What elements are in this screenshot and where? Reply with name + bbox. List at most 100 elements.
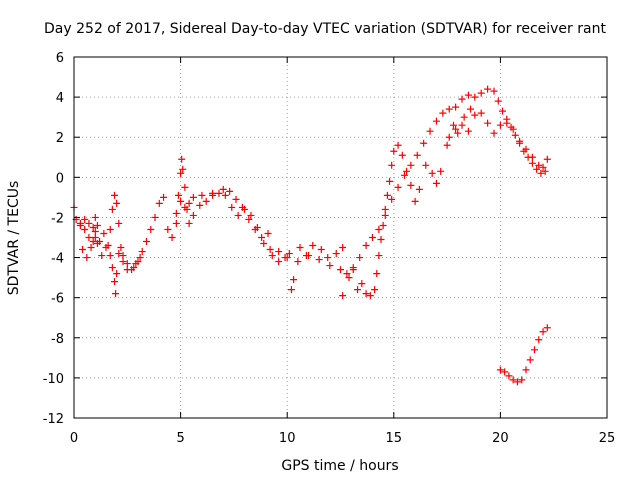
data-point — [275, 258, 283, 266]
data-point — [533, 165, 541, 173]
data-point — [268, 252, 276, 260]
data-point — [543, 155, 551, 163]
data-point — [426, 127, 434, 135]
data-point — [494, 97, 502, 105]
data-point — [373, 270, 381, 278]
data-point — [528, 153, 536, 161]
data-point — [115, 250, 123, 258]
data-point — [398, 151, 406, 159]
data-point — [437, 167, 445, 175]
data-point — [136, 254, 144, 262]
data-point — [490, 129, 498, 137]
data-point — [394, 141, 402, 149]
data-point — [366, 292, 374, 300]
data-point — [464, 91, 472, 99]
data-point — [164, 225, 172, 233]
data-point — [155, 199, 163, 207]
data-point — [138, 248, 146, 256]
data-point — [219, 185, 227, 193]
data-point — [490, 87, 498, 95]
data-point — [324, 254, 332, 262]
data-point — [354, 286, 362, 294]
data-point — [294, 258, 302, 266]
data-point — [81, 225, 89, 233]
x-axis-label: GPS time / hours — [281, 458, 398, 474]
data-point — [258, 234, 266, 241]
data-point — [362, 290, 370, 298]
data-point — [160, 193, 168, 201]
data-point — [85, 234, 93, 241]
data-point — [528, 159, 536, 167]
data-point — [513, 378, 521, 386]
data-point — [178, 155, 186, 163]
data-point — [108, 205, 116, 213]
data-point — [287, 286, 295, 294]
data-point — [388, 195, 396, 203]
data-point — [432, 117, 440, 125]
data-point — [518, 376, 526, 384]
data-point — [375, 252, 383, 260]
data-point — [275, 248, 283, 256]
data-point — [383, 191, 391, 199]
x-tick-label: 0 — [70, 431, 78, 446]
data-point — [215, 189, 223, 197]
data-point — [449, 121, 457, 129]
data-point — [381, 211, 389, 219]
y-tick-label: 2 — [56, 131, 64, 146]
data-point — [484, 85, 492, 93]
data-point — [296, 244, 304, 252]
data-point — [147, 225, 155, 233]
data-point — [345, 274, 353, 282]
data-point — [477, 109, 485, 117]
data-point — [132, 260, 140, 268]
series-track-isolated-low — [496, 324, 551, 386]
data-point — [413, 151, 421, 159]
x-tick-label: 15 — [386, 431, 403, 446]
data-point — [221, 191, 229, 199]
data-point — [535, 161, 543, 169]
data-point — [181, 183, 189, 191]
series-track-main — [70, 85, 549, 278]
data-point — [375, 225, 383, 233]
data-point — [106, 225, 114, 233]
data-point — [106, 252, 114, 260]
data-point — [290, 276, 298, 284]
data-point — [381, 205, 389, 213]
data-point — [100, 229, 108, 237]
data-point — [496, 366, 504, 374]
data-point — [541, 167, 549, 175]
data-point — [302, 252, 310, 260]
data-point — [228, 203, 236, 211]
data-point — [386, 177, 394, 185]
data-point — [403, 167, 411, 175]
data-point — [445, 105, 453, 113]
data-point — [91, 213, 99, 221]
x-tick-label: 10 — [279, 431, 296, 446]
data-point — [511, 131, 519, 139]
data-point — [522, 145, 530, 153]
data-point — [285, 250, 293, 258]
data-point — [432, 179, 440, 187]
data-point — [264, 229, 272, 237]
data-point — [260, 240, 268, 248]
data-point — [111, 191, 119, 199]
data-point — [234, 211, 242, 219]
data-point — [81, 215, 89, 223]
data-point — [281, 254, 289, 262]
data-point — [266, 246, 274, 254]
data-point — [356, 254, 364, 262]
data-point — [119, 258, 127, 266]
y-tick-label: -12 — [43, 412, 64, 427]
data-point — [496, 121, 504, 129]
data-point — [168, 234, 176, 241]
data-point — [499, 107, 507, 115]
data-point — [516, 137, 524, 145]
axis-ticks: 0 5 10 15 20 25 -12 -10 -8 -6 -4 -2 0 2 4 6 — [43, 51, 616, 446]
data-point — [174, 191, 182, 199]
data-point — [183, 205, 191, 213]
data-point — [112, 290, 120, 298]
data-point — [400, 171, 408, 179]
y-tick-label: -4 — [51, 252, 64, 267]
data-point — [390, 147, 398, 155]
